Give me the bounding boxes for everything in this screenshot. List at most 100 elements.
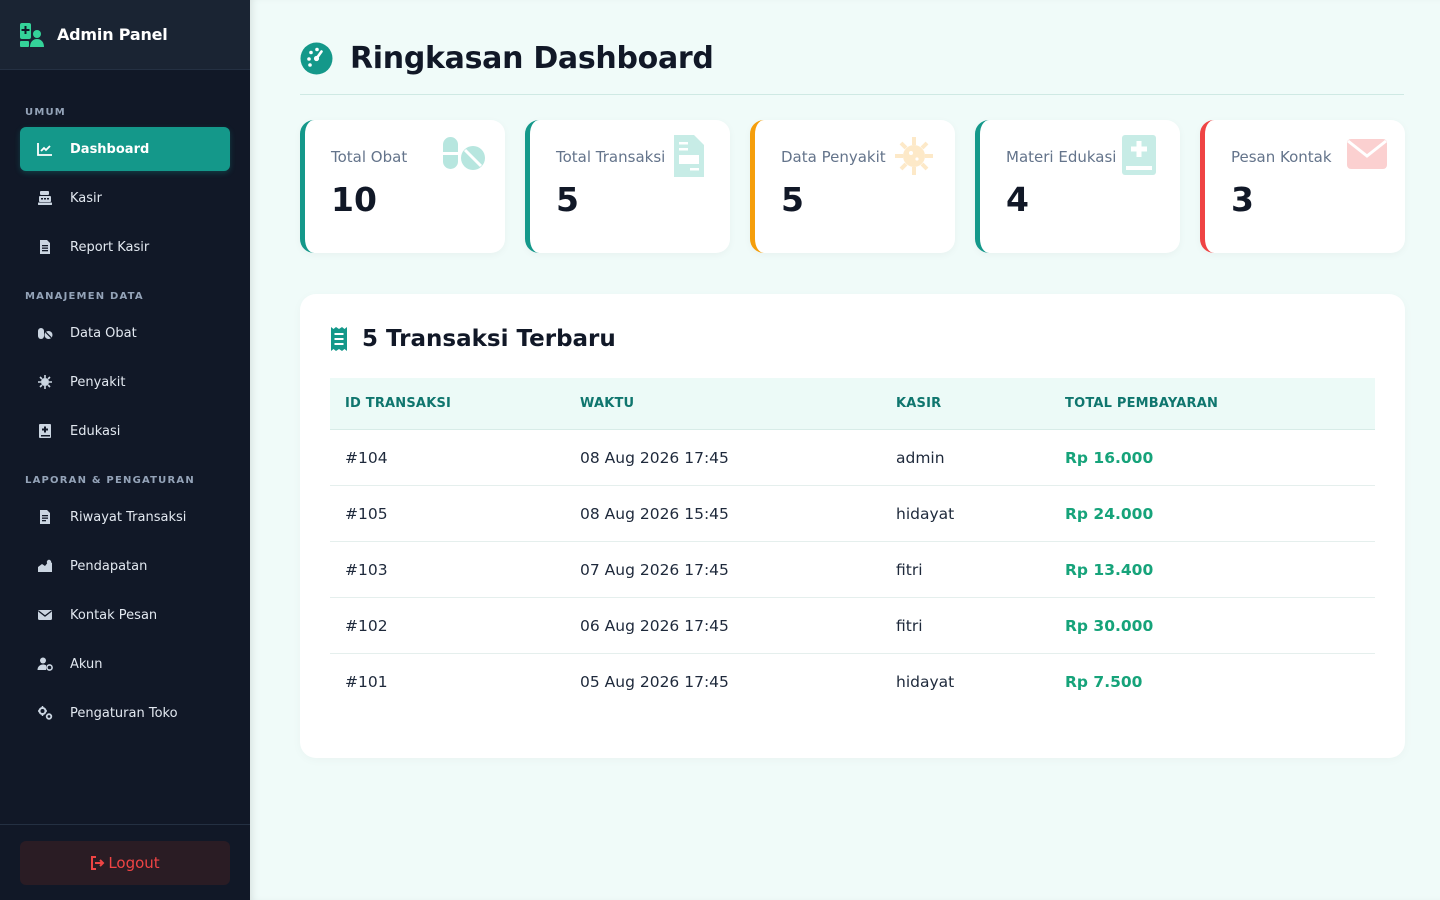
sidebar-item-dashboard[interactable]: Dashboard (20, 127, 230, 171)
cell-time: 07 Aug 2026 17:45 (580, 560, 729, 579)
card-label: Pesan Kontak (1231, 148, 1332, 166)
sidebar-item-akun[interactable]: Akun (20, 642, 230, 686)
brand[interactable]: Admin Panel (0, 0, 250, 70)
table-row[interactable]: #102 06 Aug 2026 17:45 fitri Rp 30.000 (330, 598, 1375, 654)
table-row[interactable]: #105 08 Aug 2026 15:45 hidayat Rp 24.000 (330, 486, 1375, 542)
page-title: Ringkasan Dashboard (350, 41, 714, 76)
sidebar-item-riwayat-transaksi[interactable]: Riwayat Transaksi (20, 495, 230, 539)
cell-time: 06 Aug 2026 17:45 (580, 616, 729, 635)
cell-id: #105 (345, 504, 388, 523)
sidebar-item-label: Kontak Pesan (70, 607, 158, 623)
sidebar-item-label: Kasir (70, 190, 102, 206)
column-header-waktu[interactable]: WAKTU (580, 396, 635, 411)
cash-register-icon (36, 189, 54, 207)
sidebar-item-label: Riwayat Transaksi (70, 509, 187, 525)
transactions-table: ID TRANSAKSI WAKTU KASIR TOTAL PEMBAYARA… (330, 378, 1375, 710)
logout-area: Logout (0, 824, 250, 900)
cell-time: 08 Aug 2026 15:45 (580, 504, 729, 523)
cogs-icon (36, 704, 54, 722)
pills-icon (36, 324, 54, 342)
table-row[interactable]: #103 07 Aug 2026 17:45 fitri Rp 13.400 (330, 542, 1375, 598)
recent-transactions-panel: 5 Transaksi Terbaru ID TRANSAKSI WAKTU K… (300, 294, 1405, 758)
chart-area-icon (36, 557, 54, 575)
file-report-icon (36, 238, 54, 256)
cell-cashier: hidayat (896, 504, 955, 523)
section-label-laporan: LAPORAN & PENGATURAN (25, 475, 195, 486)
cell-total: Rp 16.000 (1065, 448, 1154, 467)
card-label: Data Penyakit (781, 148, 886, 166)
sidebar-item-pendapatan[interactable]: Pendapatan (20, 544, 230, 588)
card-data-penyakit[interactable]: Data Penyakit 5 (750, 120, 955, 253)
sidebar-item-report-kasir[interactable]: Report Kasir (20, 225, 230, 269)
cell-id: #102 (345, 616, 388, 635)
card-total-transaksi[interactable]: Total Transaksi 5 (525, 120, 730, 253)
section-label-manajemen-data: MANAJEMEN DATA (25, 291, 144, 302)
sidebar-item-edukasi[interactable]: Edukasi (20, 409, 230, 453)
virus-icon (891, 135, 937, 177)
sidebar-item-label: Penyakit (70, 374, 126, 390)
sidebar-item-data-obat[interactable]: Data Obat (20, 311, 230, 355)
table-row[interactable]: #101 05 Aug 2026 17:45 hidayat Rp 7.500 (330, 654, 1375, 710)
cell-cashier: admin (896, 448, 945, 467)
users-cog-icon (36, 655, 54, 673)
cell-total: Rp 7.500 (1065, 673, 1143, 691)
column-header-id[interactable]: ID TRANSAKSI (345, 396, 452, 411)
file-history-icon (36, 508, 54, 526)
cell-id: #103 (345, 560, 388, 579)
cell-cashier: fitri (896, 560, 923, 579)
cell-cashier: hidayat (896, 673, 955, 691)
card-value: 3 (1231, 180, 1254, 219)
summary-cards: Total Obat 10 Total Transaksi 5 Data Pen… (300, 120, 1405, 253)
cell-time: 05 Aug 2026 17:45 (580, 673, 729, 691)
card-materi-edukasi[interactable]: Materi Edukasi 4 (975, 120, 1180, 253)
column-header-kasir[interactable]: KASIR (896, 396, 942, 411)
card-label: Total Transaksi (556, 148, 666, 166)
sidebar-item-label: Akun (70, 656, 103, 672)
page-header: Ringkasan Dashboard (300, 40, 1404, 95)
logout-label: Logout (108, 854, 160, 872)
card-total-obat[interactable]: Total Obat 10 (300, 120, 505, 253)
cell-id: #101 (345, 673, 388, 691)
virus-icon (36, 373, 54, 391)
envelope-icon (1345, 135, 1391, 177)
section-label-umum: UMUM (25, 107, 66, 118)
sidebar-item-label: Edukasi (70, 423, 121, 439)
receipt-icon (330, 327, 348, 351)
sidebar: Admin Panel UMUM MANAJEMEN DATA LAPORAN … (0, 0, 250, 900)
logout-button[interactable]: Logout (20, 841, 230, 885)
card-label: Materi Edukasi (1006, 148, 1117, 166)
cell-total: Rp 13.400 (1065, 560, 1154, 579)
card-value: 5 (781, 180, 804, 219)
cell-total: Rp 30.000 (1065, 616, 1154, 635)
file-invoice-icon (666, 135, 712, 177)
gauge-icon (300, 42, 333, 75)
chart-line-icon (36, 140, 54, 158)
panel-header: 5 Transaksi Terbaru (330, 326, 616, 352)
sidebar-item-label: Data Obat (70, 325, 137, 341)
sidebar-item-penyakit[interactable]: Penyakit (20, 360, 230, 404)
card-value: 4 (1006, 180, 1029, 219)
card-value: 10 (331, 180, 377, 219)
cell-total: Rp 24.000 (1065, 504, 1154, 523)
card-label: Total Obat (331, 148, 408, 166)
card-pesan-kontak[interactable]: Pesan Kontak 3 (1200, 120, 1405, 253)
sidebar-item-label: Dashboard (70, 141, 150, 157)
main-content: Ringkasan Dashboard Total Obat 10 Total … (250, 0, 1440, 900)
pills-icon (441, 135, 487, 177)
cell-cashier: fitri (896, 616, 923, 635)
sidebar-item-label: Report Kasir (70, 239, 150, 255)
sidebar-item-kasir[interactable]: Kasir (20, 176, 230, 220)
logout-icon (90, 856, 108, 870)
card-value: 5 (556, 180, 579, 219)
sidebar-item-label: Pengaturan Toko (70, 705, 178, 721)
user-medical-icon (19, 22, 45, 48)
book-medical-icon (36, 422, 54, 440)
sidebar-item-label: Pendapatan (70, 558, 148, 574)
sidebar-item-kontak-pesan[interactable]: Kontak Pesan (20, 593, 230, 637)
table-row[interactable]: #104 08 Aug 2026 17:45 admin Rp 16.000 (330, 430, 1375, 486)
column-header-total[interactable]: TOTAL PEMBAYARAN (1065, 396, 1219, 411)
sidebar-item-pengaturan-toko[interactable]: Pengaturan Toko (20, 691, 230, 735)
brand-title: Admin Panel (57, 25, 168, 44)
book-medical-icon (1116, 135, 1162, 177)
cell-id: #104 (345, 448, 388, 467)
